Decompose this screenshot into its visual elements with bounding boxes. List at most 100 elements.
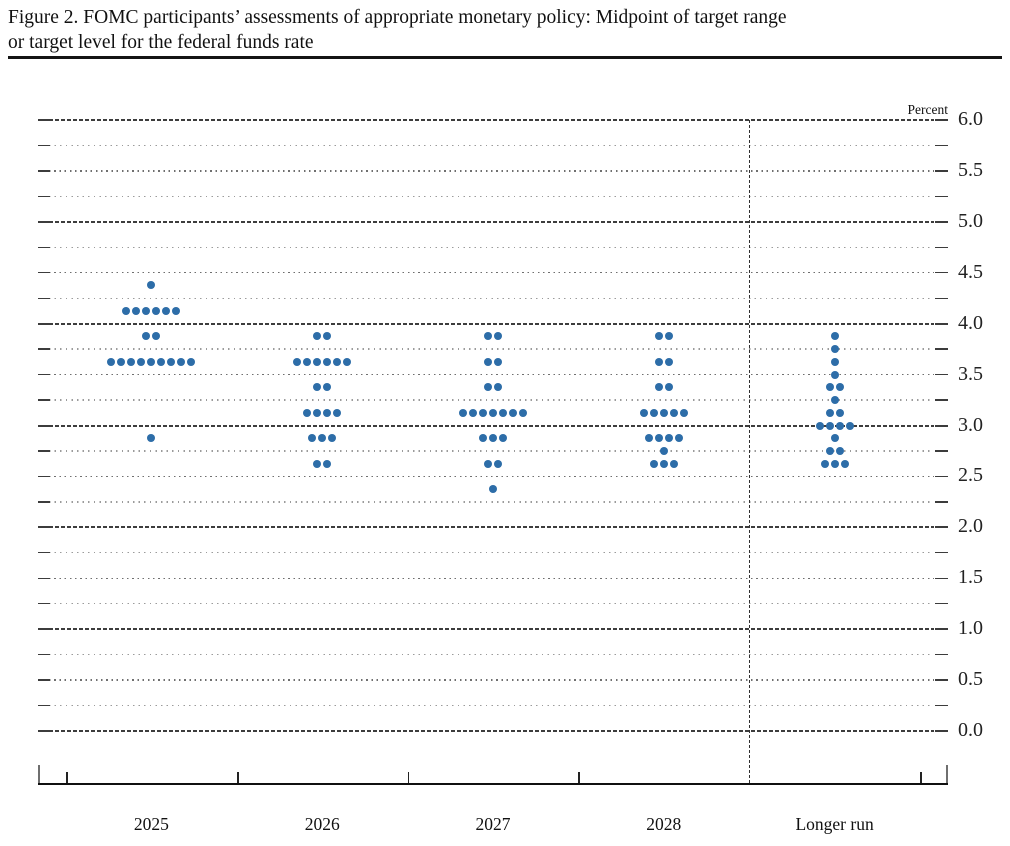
gridline [49,526,934,529]
policy-rate-dot [825,421,834,430]
policy-rate-dot [117,357,126,366]
policy-rate-dot [639,408,648,417]
policy-rate-dot [323,332,332,341]
y-gridline-right-tick [935,628,948,631]
y-gridline-right-tick [935,348,948,350]
policy-rate-dot [147,434,156,443]
y-axis-tick-label: 4.0 [958,311,983,334]
policy-rate-dot [664,383,673,392]
policy-rate-dot [479,408,487,417]
y-gridline-left-tick [38,119,50,121]
policy-rate-dot [830,345,839,354]
x-axis-category-label: 2026 [304,814,340,834]
gridline [49,170,934,172]
gridline [49,144,934,147]
gridline [49,272,934,274]
policy-rate-dot [323,357,332,366]
policy-rate-dot [313,332,322,341]
gridline [49,348,934,350]
policy-rate-dot [318,434,327,443]
policy-rate-dot [489,408,497,417]
policy-rate-dot [494,383,502,392]
gridline [49,501,934,503]
y-axis-tick-label: 4.5 [958,260,983,283]
x-axis-section-tick [66,772,68,783]
policy-rate-dot [489,485,497,494]
policy-rate-dot [323,383,332,392]
gridline [49,246,934,248]
policy-rate-dot [107,357,116,366]
longer-run-separator-line [749,120,751,783]
x-axis-section-tick [578,772,581,783]
y-gridline-right-tick [935,297,948,299]
policy-rate-dot [333,408,342,417]
policy-rate-dot [509,408,517,417]
y-gridline-right-tick [935,119,948,121]
y-axis-tick-label: 3.0 [958,413,983,436]
policy-rate-dot [494,459,502,468]
gridline [49,653,934,656]
x-axis-category-label: 2028 [646,814,682,834]
y-gridline-right-tick [935,195,948,198]
policy-rate-dot [499,434,507,443]
x-axis-section-tick [236,772,239,783]
y-gridline-right-tick [935,220,948,223]
policy-rate-dot [484,332,492,341]
policy-rate-dot [343,357,352,366]
figure-title: Figure 2. FOMC participants’ assessments… [8,5,988,55]
policy-rate-dot [313,459,322,468]
policy-rate-dot [654,357,663,366]
y-axis-tick-label: 2.5 [958,464,983,487]
y-gridline-left-tick [38,501,50,503]
policy-rate-dot [499,408,507,417]
y-gridline-right-tick [935,679,948,681]
y-gridline-left-tick [38,526,50,529]
gridline [49,322,934,325]
y-gridline-left-tick [38,322,50,325]
y-gridline-left-tick [38,628,50,631]
policy-rate-dot [669,408,678,417]
policy-rate-dot [323,408,332,417]
title-rule [8,56,1002,59]
policy-rate-dot [664,357,673,366]
policy-rate-dot [167,357,176,366]
policy-rate-dot [459,408,467,417]
policy-rate-dot [147,281,156,290]
gridline [49,577,934,579]
policy-rate-dot [815,421,824,430]
policy-rate-dot [845,421,854,430]
gridline [49,730,934,732]
policy-rate-dot [469,408,477,417]
gridline [49,475,934,478]
policy-rate-dot [142,332,151,341]
policy-rate-dot [649,408,658,417]
policy-rate-dot [293,357,302,366]
policy-rate-dot [825,383,834,392]
figure-title-line1: Figure 2. FOMC participants’ assessments… [8,7,787,28]
policy-rate-dot [679,408,688,417]
y-axis-tick-label: 5.5 [958,158,983,181]
y-gridline-left-tick [38,475,50,478]
policy-rate-dot [835,421,844,430]
gridline [49,373,934,376]
gridline [49,399,934,401]
y-gridline-left-tick [38,730,50,732]
policy-rate-dot [484,459,492,468]
y-gridline-right-tick [935,704,948,707]
y-gridline-left-tick [38,297,50,299]
x-axis-section-tick [407,772,410,783]
policy-rate-dot [328,434,337,443]
y-gridline-right-tick [935,272,948,274]
x-axis-left-edge [38,765,40,783]
gridline [49,297,934,299]
y-axis-unit-label: Percent [907,102,948,117]
y-gridline-left-tick [38,603,50,605]
y-axis-tick-label: 6.0 [958,108,983,130]
policy-rate-dot [137,357,146,366]
y-gridline-right-tick [935,603,948,605]
policy-rate-dot [830,459,839,468]
policy-rate-dot [152,306,161,315]
y-gridline-left-tick [38,577,50,579]
policy-rate-dot [654,434,663,443]
